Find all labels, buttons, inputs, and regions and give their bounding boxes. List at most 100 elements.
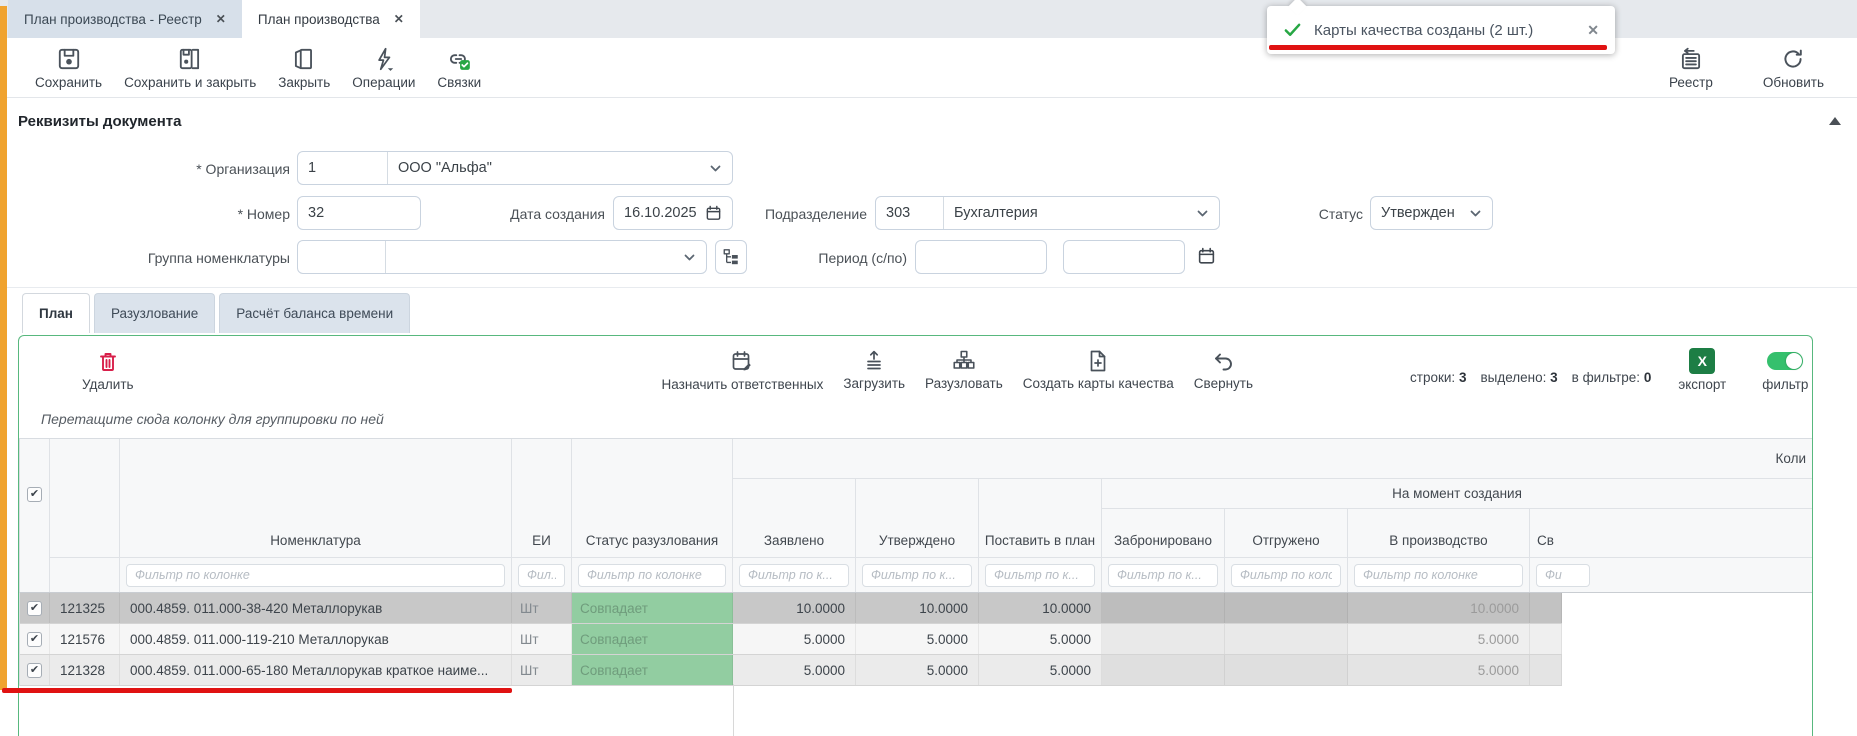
status-select[interactable]: Утвержден (1370, 196, 1493, 230)
collapse-section-icon[interactable] (1829, 117, 1841, 125)
period-calendar-button[interactable] (1197, 247, 1216, 271)
department-name: Бухгалтерия (954, 205, 1038, 221)
nomenclature-group-combo[interactable] (297, 240, 707, 274)
filter-input-reserved[interactable] (1108, 563, 1218, 587)
rows-count: строки: 3 (1410, 370, 1467, 385)
collapse-rows-button[interactable]: Свернуть (1189, 349, 1258, 392)
save-icon (58, 48, 79, 69)
column-header-shipped[interactable]: Отгружено (1225, 509, 1348, 558)
select-all-checkbox[interactable] (27, 487, 42, 502)
column-header-clipped[interactable]: Св (1530, 509, 1812, 558)
column-header-unit[interactable]: ЕИ (512, 439, 572, 558)
toolbar-right-group: Реестр Обновить (1658, 46, 1835, 90)
column-header-explode-status[interactable]: Статус разузлования (572, 439, 733, 558)
number-field[interactable] (297, 196, 421, 230)
close-button[interactable]: Закрыть (267, 46, 341, 90)
filter-input-nomenclature[interactable] (126, 563, 505, 587)
trash-icon (99, 353, 116, 371)
assign-responsible-button[interactable]: Назначить ответственных (657, 349, 829, 392)
row-checkbox[interactable] (27, 600, 42, 616)
cell-check (20, 593, 50, 623)
window-tab-document[interactable]: План производства ✕ (241, 0, 420, 38)
filter-cell (1102, 558, 1225, 592)
toast-close-icon[interactable]: ✕ (1587, 21, 1599, 38)
column-header-reserved[interactable]: Забронировано (1102, 509, 1225, 558)
tab-time-balance[interactable]: Расчёт баланса времени (219, 293, 411, 333)
column-header-to-plan[interactable]: Поставить в план (979, 479, 1102, 558)
hierarchy-picker-button[interactable] (715, 240, 747, 274)
filter-input-unit[interactable] (518, 563, 565, 587)
cell-clipped (1530, 593, 1562, 623)
chevron-down-icon[interactable] (709, 162, 722, 175)
filter-input-in-production[interactable] (1354, 563, 1523, 587)
row-checkbox[interactable] (27, 662, 42, 678)
file-plus-icon (1090, 350, 1106, 372)
department-combo[interactable]: Бухгалтерия (875, 196, 1220, 230)
filter-input-shipped[interactable] (1231, 563, 1341, 587)
nomenclature-group-code-input[interactable] (298, 249, 385, 265)
operations-button[interactable]: Операции (341, 46, 426, 90)
filter-input-clipped[interactable] (1536, 563, 1590, 587)
row-checkbox[interactable] (27, 631, 42, 647)
cell-name: 000.4859. 011.000-119-210 Металлорукав (120, 624, 512, 654)
window-accent-strip (0, 6, 7, 690)
organization-label: * Организация (196, 161, 290, 177)
department-code-input[interactable] (876, 205, 943, 221)
calendar-icon[interactable] (705, 205, 722, 222)
upload-button[interactable]: Загрузить (838, 349, 910, 392)
refresh-button[interactable]: Обновить (1752, 46, 1835, 90)
filter-cell (1225, 558, 1348, 592)
group-by-dropzone[interactable]: Перетащите сюда колонку для группировки … (41, 411, 384, 427)
tab-plan[interactable]: План (22, 293, 90, 333)
save-and-close-button[interactable]: Сохранить и закрыть (113, 46, 267, 90)
tab-explosion[interactable]: Разузлование (93, 293, 216, 333)
column-header-approved[interactable]: Утверждено (856, 479, 979, 558)
column-header-id[interactable] (50, 439, 120, 558)
chevron-down-icon[interactable] (1196, 207, 1209, 220)
cell-reserved (1102, 655, 1225, 685)
organization-code-input[interactable] (298, 160, 387, 176)
period-to-field[interactable] (1063, 240, 1185, 274)
cell-unit: Шт (512, 624, 572, 654)
filter-cell (1530, 558, 1812, 592)
number-input[interactable] (298, 205, 420, 221)
period-to-input[interactable] (1064, 249, 1184, 265)
filtered-count: в фильтре: 0 (1571, 370, 1652, 385)
column-header-in-production[interactable]: В производство (1348, 509, 1530, 558)
chevron-down-icon[interactable] (1469, 207, 1482, 220)
links-button[interactable]: Связки (426, 46, 492, 90)
close-tab-icon[interactable]: ✕ (215, 12, 226, 26)
organization-combo[interactable]: ООО "Альфа" (297, 151, 733, 185)
period-from-input[interactable] (916, 249, 1046, 265)
filter-toggle[interactable]: фильтр (1757, 348, 1812, 392)
delete-button[interactable]: Удалить (77, 350, 139, 392)
chevron-down-icon[interactable] (683, 251, 696, 264)
registry-icon (1681, 47, 1700, 69)
filter-input-to-plan[interactable] (985, 563, 1095, 587)
period-from-field[interactable] (915, 240, 1047, 274)
window-tab-registry-label: План производства - Реестр (24, 11, 202, 27)
filter-input-explode-status[interactable] (578, 563, 726, 587)
save-button[interactable]: Сохранить (24, 46, 113, 90)
filter-cell (1348, 558, 1530, 592)
created-date-field[interactable]: 16.10.2025 (613, 196, 733, 230)
toggle-on-icon[interactable] (1767, 352, 1804, 370)
column-header-declared[interactable]: Заявлено (733, 479, 856, 558)
filter-cell (979, 558, 1102, 592)
explode-button[interactable]: Разузловать (920, 349, 1008, 392)
column-header-nomenclature[interactable]: Номенклатура (120, 439, 512, 558)
window-tab-registry[interactable]: План производства - Реестр ✕ (8, 0, 242, 38)
filter-input-declared[interactable] (739, 563, 849, 587)
filter-cell (856, 558, 979, 592)
export-excel-button[interactable]: X экспорт (1673, 348, 1731, 392)
close-tab-icon[interactable]: ✕ (393, 12, 404, 26)
created-date-label: Дата создания (510, 206, 605, 222)
create-quality-cards-button[interactable]: Создать карты качества (1018, 349, 1179, 392)
filter-input-approved[interactable] (862, 563, 972, 587)
registry-button[interactable]: Реестр (1658, 46, 1724, 90)
